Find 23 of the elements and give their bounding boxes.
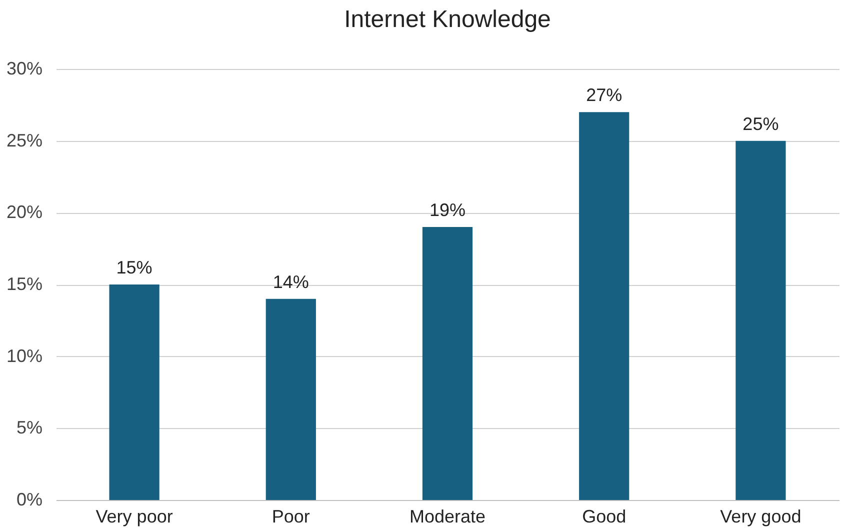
x-tick-label: Very poor: [96, 506, 173, 526]
data-label: 15%: [116, 258, 152, 278]
y-tick-label: 10%: [6, 346, 42, 366]
x-tick-label: Poor: [272, 506, 310, 526]
y-tick-label: 20%: [6, 202, 42, 222]
x-tick-label: Moderate: [409, 506, 486, 526]
y-tick-label: 15%: [6, 274, 42, 294]
bar: [579, 112, 630, 500]
data-label: 27%: [586, 85, 622, 106]
bar: [266, 298, 316, 500]
data-label: 25%: [742, 114, 779, 134]
y-tick-label: 30%: [6, 58, 42, 78]
bar: [422, 227, 473, 500]
x-tick-label: Very good: [720, 506, 802, 526]
y-tick-label: 0%: [16, 490, 42, 510]
data-label: 19%: [429, 200, 466, 220]
y-tick-label: 25%: [6, 130, 42, 150]
x-tick-label: Good: [582, 506, 626, 526]
chart-title: Internet Knowledge: [344, 6, 551, 33]
data-label: 14%: [272, 272, 309, 292]
y-tick-label: 5%: [16, 418, 42, 438]
bar: [736, 140, 786, 500]
bar: [109, 284, 160, 500]
